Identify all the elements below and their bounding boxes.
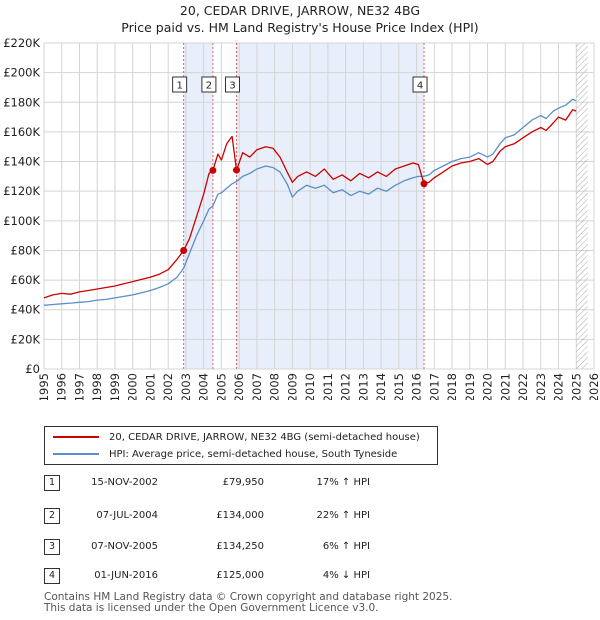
hpi-line xyxy=(43,98,577,306)
legend-property: 20, CEDAR DRIVE, JARROW, NE32 4BG (semi-… xyxy=(53,429,420,445)
transaction-number: 4 xyxy=(44,568,60,584)
sale-badge xyxy=(201,76,217,93)
sale-badge-label: 3 xyxy=(229,81,235,92)
transaction-number: 3 xyxy=(44,539,60,555)
y-tick-label: £120K xyxy=(3,184,40,198)
ownership-shade xyxy=(236,43,425,369)
y-tick-label: £180K xyxy=(3,95,40,109)
transaction-date: 15-NOV-2002 xyxy=(91,477,158,488)
sale-point xyxy=(233,166,240,174)
y-tick-label: £100K xyxy=(3,214,40,228)
y-tick-label: £160K xyxy=(3,125,40,139)
x-tick-label: 2024 xyxy=(552,373,566,400)
price-chart: 1 2 3 4 £0 £20K £40K £60K £80K £100K £120K £140K £1… xyxy=(3,36,600,400)
sale-badge xyxy=(225,76,240,93)
transaction-row: 4 01-JUN-2016 £125,000 4% ↓ HPI xyxy=(0,568,600,586)
x-tick-label: 2015 xyxy=(392,373,406,400)
transaction-date: 01-JUN-2016 xyxy=(94,570,158,581)
transaction-price: £134,250 xyxy=(216,541,264,552)
x-tick-label: 2002 xyxy=(161,373,175,400)
sale-badge-label: 2 xyxy=(206,81,212,92)
y-tick-label: £80K xyxy=(11,243,41,257)
transaction-date: 07-NOV-2005 xyxy=(91,541,158,552)
transaction-date: 07-JUL-2004 xyxy=(96,510,158,521)
transaction-price: £134,000 xyxy=(216,510,264,521)
y-tick-label: £40K xyxy=(11,303,41,317)
x-tick-label: 2005 xyxy=(214,373,228,400)
x-tick-label: 2006 xyxy=(232,373,246,400)
transaction-hpi-diff: 17% ↑ HPI xyxy=(316,477,370,488)
x-tick-label: 2000 xyxy=(126,373,140,400)
x-tick-label: 2008 xyxy=(268,373,282,400)
legend-hpi: HPI: Average price, semi-detached house,… xyxy=(53,446,397,462)
x-tick-label: 1996 xyxy=(55,373,69,400)
ownership-shade xyxy=(183,43,213,369)
x-tick-label: 1998 xyxy=(90,373,104,400)
transaction-row: 1 15-NOV-2002 £79,950 17% ↑ HPI xyxy=(0,475,600,493)
x-tick-label: 2012 xyxy=(339,373,353,400)
x-tick-label: 1995 xyxy=(37,373,51,400)
transaction-number: 2 xyxy=(44,508,60,524)
x-tick-label: 2021 xyxy=(498,373,512,400)
sale-point xyxy=(420,180,428,188)
x-tick-label: 2019 xyxy=(463,373,477,400)
x-tick-label: 2009 xyxy=(285,373,299,400)
x-tick-label: 2026 xyxy=(587,373,600,400)
sale-point xyxy=(180,247,188,255)
y-tick-label: £140K xyxy=(3,155,40,169)
x-tick-label: 2007 xyxy=(250,373,264,400)
x-tick-label: 2010 xyxy=(303,373,317,400)
x-tick-label: 2011 xyxy=(321,373,335,400)
legend-property-label: 20, CEDAR DRIVE, JARROW, NE32 4BG (semi-… xyxy=(109,431,420,443)
sale-point xyxy=(209,166,217,174)
property-price-line xyxy=(43,109,577,299)
x-tick-label: 2014 xyxy=(374,373,388,400)
x-tick-label: 2018 xyxy=(445,373,459,400)
sale-badge-label: 1 xyxy=(176,81,182,92)
legend-hpi-swatch xyxy=(53,453,99,455)
x-tick-label: 2004 xyxy=(197,373,211,400)
transaction-row: 2 07-JUL-2004 £134,000 22% ↑ HPI xyxy=(0,508,600,526)
x-tick-label: 2025 xyxy=(569,373,583,400)
transaction-number: 1 xyxy=(44,475,60,491)
sale-badge-label: 4 xyxy=(417,81,423,92)
x-tick-label: 2017 xyxy=(427,373,441,400)
x-tick-label: 2001 xyxy=(143,373,157,400)
x-tick-label: 1997 xyxy=(72,373,86,400)
footer-copyright: Contains HM Land Registry data © Crown c… xyxy=(44,591,453,603)
legend-property-swatch xyxy=(53,436,99,438)
sale-badge xyxy=(412,76,428,93)
sale-badge xyxy=(172,76,188,93)
footer-licence: This data is licensed under the Open Gov… xyxy=(44,602,379,614)
transaction-row: 3 07-NOV-2005 £134,250 6% ↑ HPI xyxy=(0,539,600,557)
y-tick-label: £220K xyxy=(3,36,40,50)
x-tick-label: 1999 xyxy=(108,373,122,400)
chart-subtitle: Price paid vs. HM Land Registry's House … xyxy=(121,20,479,35)
x-tick-label: 2022 xyxy=(516,373,530,400)
transaction-price: £125,000 xyxy=(216,570,264,581)
transaction-hpi-diff: 6% ↑ HPI xyxy=(322,541,370,552)
y-tick-label: £200K xyxy=(3,66,40,80)
x-tick-label: 2016 xyxy=(410,373,424,400)
x-tick-label: 2023 xyxy=(534,373,548,400)
chart-title: 20, CEDAR DRIVE, JARROW, NE32 4BG xyxy=(179,3,421,18)
x-tick-label: 2020 xyxy=(481,373,495,400)
legend-hpi-label: HPI: Average price, semi-detached house,… xyxy=(109,448,398,460)
transaction-hpi-diff: 22% ↑ HPI xyxy=(316,510,370,521)
transaction-price: £79,950 xyxy=(222,477,264,488)
x-tick-label: 2013 xyxy=(356,373,370,400)
y-tick-label: £20K xyxy=(11,332,41,346)
chart-legend: 20, CEDAR DRIVE, JARROW, NE32 4BG (semi-… xyxy=(44,426,438,465)
transaction-hpi-diff: 4% ↓ HPI xyxy=(322,570,370,581)
forecast-hatch xyxy=(576,43,588,369)
y-tick-label: £60K xyxy=(11,273,41,287)
x-tick-label: 2003 xyxy=(179,373,193,400)
y-tick-label: £0 xyxy=(25,362,40,376)
